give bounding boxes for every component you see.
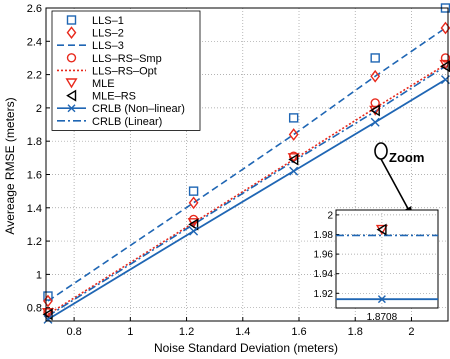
legend-label: LLS–3 [92, 40, 124, 52]
legend-label: CRLB (Non–linear) [92, 103, 185, 115]
legend-entry: MLE–RS [66, 89, 136, 103]
legend-marker-sample [65, 78, 78, 89]
x-tick-label: 1.4 [235, 326, 250, 338]
legend-marker-sample [67, 104, 76, 113]
y-tick-label: 1.4 [27, 203, 42, 215]
x-tick-label: 1 [127, 326, 133, 338]
series-crlb-non-linear-point [189, 226, 199, 236]
inset-y-tick-label: 1.96 [314, 250, 334, 261]
inset-mle-rs-point [376, 223, 387, 236]
y-tick-label: 1.6 [27, 169, 42, 181]
series-lls-2-point [370, 69, 381, 83]
legend-box [51, 10, 201, 131]
x-tick-label: 0.8 [66, 326, 81, 338]
series-mle-rs-point [42, 308, 53, 321]
series-crlb-non-linear-point [289, 166, 299, 176]
y-tick-label: 2 [36, 103, 42, 115]
y-axis-label: Avereage RMSE (meters) [3, 97, 17, 234]
legend-label: LLS–RS–Opt [92, 65, 157, 77]
inset-y-tick-label: 1.94 [314, 269, 334, 280]
legend-marker-sample [66, 89, 77, 102]
x-axis-label: Noise Standard Deviation (meters) [154, 341, 338, 355]
legend-marker-sample [66, 26, 77, 39]
inset-y-tick-label: 1.92 [314, 289, 334, 300]
series-mle-rs-point [369, 104, 380, 117]
x-tick-label: 1.2 [179, 326, 194, 338]
legend-label: LLS–RS–Smp [92, 53, 162, 65]
legend-marker-sample [66, 53, 77, 63]
series-lls-1-point [370, 53, 380, 63]
series-crlb-non-linear-point [43, 314, 53, 324]
zoom-arrow [380, 158, 413, 217]
series-lls-1-point [188, 186, 199, 196]
legend-entry: LLS–RS–Smp [66, 53, 162, 65]
y-tick-label: 2.6 [27, 3, 42, 15]
legend-marker-sample [66, 15, 77, 25]
axis-ticks: 0.8 1 1.2 1.4 1.6 1.8 2 0.8 1 1.2 1.4 1.6 1.8 2 2.2 2.4… [27, 3, 415, 338]
legend-entry: LLS–1 [66, 15, 124, 27]
zoom-inset: 2 1.98 1.96 1.94 1.92 1.8708 [314, 209, 439, 323]
series-lls-rs-smp-point [440, 53, 450, 63]
inset-y-tick-label: 2 [327, 210, 333, 221]
series-lls-2-point [288, 128, 299, 141]
inset-mle-point [375, 224, 388, 235]
series-lls-1-point [43, 291, 53, 301]
y-tick-label: 1 [36, 269, 42, 281]
y-tick-label: 1.8 [27, 136, 42, 148]
series-lls-2-point [188, 196, 199, 210]
legend-entry: MLE [65, 78, 115, 90]
legend-label: CRLB (Linear) [92, 116, 162, 128]
y-tick-label: 2.2 [27, 70, 42, 82]
legend-entry: LLS–3 [57, 40, 124, 52]
inset-y-tick-label: 1.98 [314, 230, 334, 241]
y-tick-label: 2.4 [27, 36, 42, 48]
y-tick-label: 0.8 [27, 303, 42, 315]
zoom-label: Zoom [389, 150, 424, 165]
series-mle-rs-point [288, 153, 299, 166]
legend-label: MLE–RS [92, 91, 136, 103]
series-lls-2-point [43, 294, 53, 308]
legend-label: LLS–2 [92, 28, 124, 40]
series-crlb-non-linear-point [370, 117, 380, 127]
inset-x-tick-label: 1.8708 [367, 312, 398, 323]
inset-crlb-nonlinear-point [377, 295, 386, 304]
legend-entry: LLS–2 [66, 26, 124, 40]
legend-entry: CRLB (Linear) [57, 116, 162, 128]
legend: LLS–1LLS–2LLS–3LLS–RS–SmpLLS–RS–OptMLEML… [51, 10, 201, 131]
x-tick-label: 1.6 [291, 326, 306, 338]
legend-entry: CRLB (Non–linear) [57, 103, 185, 115]
series-mle-rs-point [440, 60, 450, 73]
legend-entry: LLS–RS–Opt [57, 65, 157, 77]
series-mle-point [369, 105, 382, 116]
x-tick-label: 1.8 [348, 326, 363, 338]
series-lls-1-point [288, 113, 299, 123]
plot-frame [45, 7, 449, 322]
y-tick-label: 1.2 [27, 236, 42, 248]
legend-label: LLS–1 [92, 15, 124, 27]
legend-label: MLE [92, 78, 115, 90]
series-mle-rs-point [188, 218, 199, 231]
x-tick-label: 2 [408, 326, 414, 338]
